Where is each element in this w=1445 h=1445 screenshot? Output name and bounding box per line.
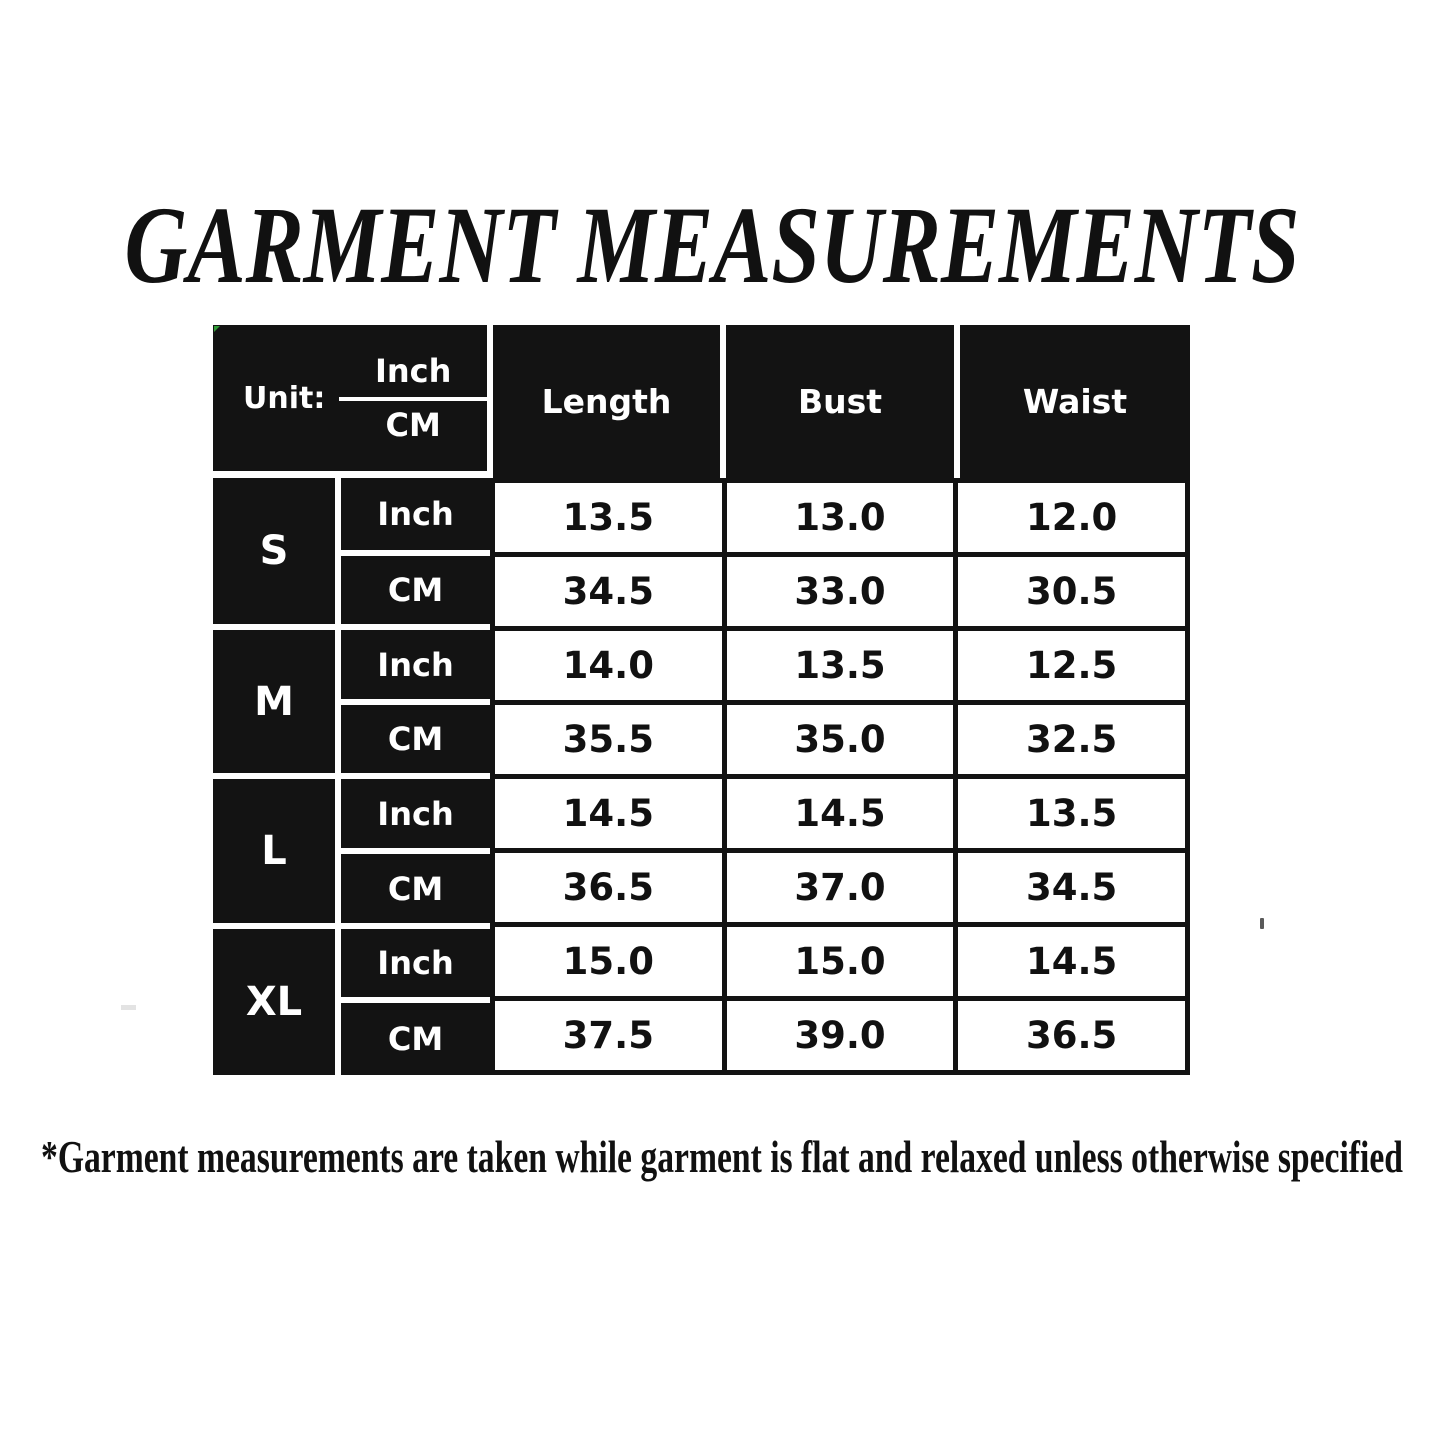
unit-fraction-inch: Inch: [339, 352, 487, 401]
unit-label-l-inch: Inch: [341, 779, 490, 848]
corner-green-speck: [214, 326, 220, 332]
value-l-inch-waist: 13.5: [958, 779, 1185, 848]
value-s-cm-length: 34.5: [495, 557, 722, 626]
value-m-cm-bust: 35.0: [726, 705, 954, 774]
value-s-inch-waist: 12.0: [958, 483, 1185, 552]
unit-label: Unit:: [243, 380, 326, 416]
value-s-inch-bust: 13.0: [726, 483, 954, 552]
value-l-cm-length: 36.5: [495, 853, 722, 922]
light-speck: [121, 1005, 136, 1010]
header-unit-cell: Unit: Inch CM: [213, 325, 487, 471]
unit-label-s-cm: CM: [341, 556, 490, 624]
column-header-waist: Waist: [960, 325, 1190, 478]
value-xl-inch-bust: 15.0: [726, 927, 954, 996]
value-l-cm-waist: 34.5: [958, 853, 1185, 922]
unit-label-m-cm: CM: [341, 705, 490, 773]
value-s-inch-length: 13.5: [495, 483, 722, 552]
size-label-m: M: [213, 630, 335, 773]
page-title: GARMENT MEASUREMENTS: [125, 190, 1300, 300]
unit-label-m-inch: Inch: [341, 630, 490, 699]
value-m-inch-waist: 12.5: [958, 631, 1185, 700]
unit-fraction-cm: CM: [385, 406, 441, 444]
value-l-inch-bust: 14.5: [726, 779, 954, 848]
unit-label-s-inch: Inch: [341, 478, 490, 550]
data-grid: 13.5 13.0 12.0 34.5 33.0 30.5 14.0 13.5 …: [490, 478, 1190, 1075]
value-xl-cm-waist: 36.5: [958, 1001, 1185, 1070]
value-m-inch-length: 14.0: [495, 631, 722, 700]
value-l-inch-length: 14.5: [495, 779, 722, 848]
value-m-inch-bust: 13.5: [726, 631, 954, 700]
value-s-cm-waist: 30.5: [958, 557, 1185, 626]
value-xl-cm-length: 37.5: [495, 1001, 722, 1070]
value-xl-cm-bust: 39.0: [726, 1001, 954, 1070]
size-label-s: S: [213, 478, 335, 624]
unit-label-xl-cm: CM: [341, 1003, 490, 1075]
value-l-cm-bust: 37.0: [726, 853, 954, 922]
value-xl-inch-waist: 14.5: [958, 927, 1185, 996]
unit-fraction: Inch CM: [339, 352, 487, 444]
size-label-xl: XL: [213, 929, 335, 1075]
value-m-cm-waist: 32.5: [958, 705, 1185, 774]
footnote-text: *Garment measurements are taken while ga…: [41, 1131, 1403, 1182]
measurements-table: Unit: Inch CM Length Bust Waist S M L XL…: [213, 325, 1190, 1075]
dark-speck: [1260, 918, 1264, 929]
value-xl-inch-length: 15.0: [495, 927, 722, 996]
column-header-bust: Bust: [726, 325, 954, 478]
unit-label-l-cm: CM: [341, 854, 490, 923]
value-s-cm-bust: 33.0: [726, 557, 954, 626]
size-label-l: L: [213, 779, 335, 923]
page-title-graphic: GARMENT MEASUREMENTS: [125, 190, 1300, 300]
unit-label-xl-inch: Inch: [341, 929, 490, 997]
column-header-length: Length: [493, 325, 720, 478]
value-m-cm-length: 35.5: [495, 705, 722, 774]
footnote-graphic: *Garment measurements are taken while ga…: [41, 1131, 1403, 1182]
